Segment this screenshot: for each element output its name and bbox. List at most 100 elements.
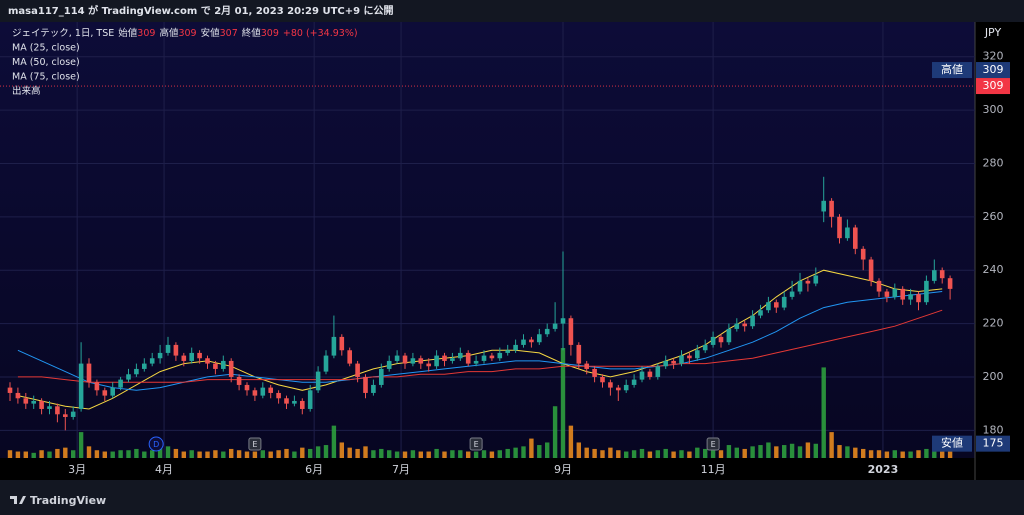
volume-bar bbox=[521, 446, 526, 458]
volume-bar bbox=[426, 451, 431, 458]
candle-body bbox=[189, 352, 194, 361]
volume-bar bbox=[23, 451, 28, 458]
candle-body bbox=[892, 288, 898, 297]
volume-bar bbox=[402, 451, 408, 458]
candle-body bbox=[39, 400, 44, 409]
volume-bar bbox=[418, 451, 423, 458]
candle-body bbox=[505, 350, 510, 353]
candle-body bbox=[307, 390, 313, 409]
volume-bar bbox=[750, 446, 755, 458]
volume-bar bbox=[853, 447, 858, 458]
volume-bar bbox=[481, 450, 487, 458]
volume-bar bbox=[473, 451, 479, 458]
candle-body bbox=[284, 398, 289, 404]
candle-body bbox=[702, 344, 708, 351]
volume-bar bbox=[766, 442, 771, 458]
badge-bg bbox=[976, 62, 1010, 79]
volume-bar bbox=[892, 450, 897, 458]
volume-bar bbox=[845, 446, 850, 458]
candle-body bbox=[908, 294, 913, 300]
volume-bar bbox=[932, 450, 937, 458]
y-tick-label: 220 bbox=[983, 317, 1004, 330]
x-tick-label: 7月 bbox=[392, 463, 410, 476]
candle-body bbox=[197, 352, 202, 359]
legend-label: 安値 bbox=[201, 27, 221, 39]
candle-body bbox=[718, 336, 724, 343]
candle-body bbox=[631, 379, 637, 385]
volume-bar bbox=[837, 445, 842, 458]
candle-body bbox=[355, 363, 360, 377]
candle-body bbox=[402, 355, 408, 364]
volume-bar bbox=[600, 450, 605, 458]
volume-bar bbox=[450, 450, 455, 458]
volume-bar bbox=[868, 450, 874, 458]
volume-bar bbox=[442, 451, 447, 458]
volume-bar bbox=[308, 448, 313, 458]
volume-bar bbox=[276, 450, 281, 458]
candle-body bbox=[410, 358, 416, 364]
indicator-label: MA (25, close) bbox=[12, 43, 80, 54]
volume-bar bbox=[529, 438, 534, 458]
candle-body bbox=[244, 384, 250, 391]
x-tick-label: 2023 bbox=[868, 463, 899, 476]
candle-body bbox=[529, 339, 534, 343]
candle-body bbox=[647, 371, 653, 377]
candle-body bbox=[55, 406, 60, 415]
candle-body bbox=[458, 352, 463, 359]
volume-bar bbox=[742, 448, 747, 458]
candle-body bbox=[584, 363, 589, 369]
candle-body bbox=[924, 280, 929, 303]
candle-body bbox=[560, 318, 566, 324]
volume-bar bbox=[624, 451, 629, 458]
candle-body bbox=[576, 344, 582, 364]
candle-body bbox=[292, 400, 297, 404]
candle-body bbox=[900, 288, 905, 300]
volume-bar bbox=[47, 451, 52, 458]
candle-body bbox=[126, 374, 131, 380]
badge-bg bbox=[976, 435, 1010, 452]
candle-body bbox=[315, 371, 321, 391]
volume-bar bbox=[782, 445, 787, 458]
volume-bar bbox=[379, 448, 384, 458]
candle-body bbox=[552, 323, 558, 329]
candle-body bbox=[710, 336, 716, 345]
candle-body bbox=[260, 387, 266, 396]
ma-line bbox=[17, 309, 943, 383]
candle-body bbox=[829, 200, 834, 217]
volume-bar bbox=[884, 451, 890, 458]
volume-bar bbox=[213, 450, 218, 458]
volume-bar bbox=[655, 450, 660, 458]
candle-body bbox=[157, 352, 163, 359]
candle-body bbox=[86, 363, 92, 383]
volume-bar bbox=[703, 448, 708, 458]
volume-bar bbox=[142, 451, 147, 458]
x-tick-label: 6月 bbox=[305, 463, 323, 476]
candle-body bbox=[821, 200, 826, 212]
volume-bar bbox=[394, 451, 400, 458]
volume-bar bbox=[916, 450, 921, 458]
event-label: E bbox=[474, 440, 479, 449]
legend-value: 309 bbox=[178, 28, 196, 39]
volume-bar bbox=[157, 447, 163, 458]
event-marker bbox=[469, 437, 483, 451]
ma-line bbox=[17, 269, 943, 410]
legend-label: 高値 bbox=[159, 27, 179, 39]
candle-body bbox=[845, 227, 850, 239]
candle-body bbox=[102, 390, 108, 396]
volume-bar bbox=[663, 448, 668, 458]
legend-label: 始値 bbox=[118, 27, 138, 39]
candle-body bbox=[142, 363, 147, 369]
x-axis-bg bbox=[0, 458, 975, 480]
legend-value: 309 bbox=[261, 28, 279, 39]
candle-body bbox=[323, 355, 329, 372]
candle-body bbox=[663, 360, 668, 367]
candle-body bbox=[473, 360, 479, 364]
legend-value: 309 bbox=[137, 28, 155, 39]
volume-bar bbox=[15, 451, 21, 458]
candle-body bbox=[481, 355, 487, 361]
volume-bar bbox=[734, 447, 739, 458]
candle-body bbox=[789, 291, 795, 297]
volume-bar bbox=[94, 450, 100, 458]
event-label: E bbox=[252, 440, 257, 449]
candle-body bbox=[331, 336, 337, 356]
